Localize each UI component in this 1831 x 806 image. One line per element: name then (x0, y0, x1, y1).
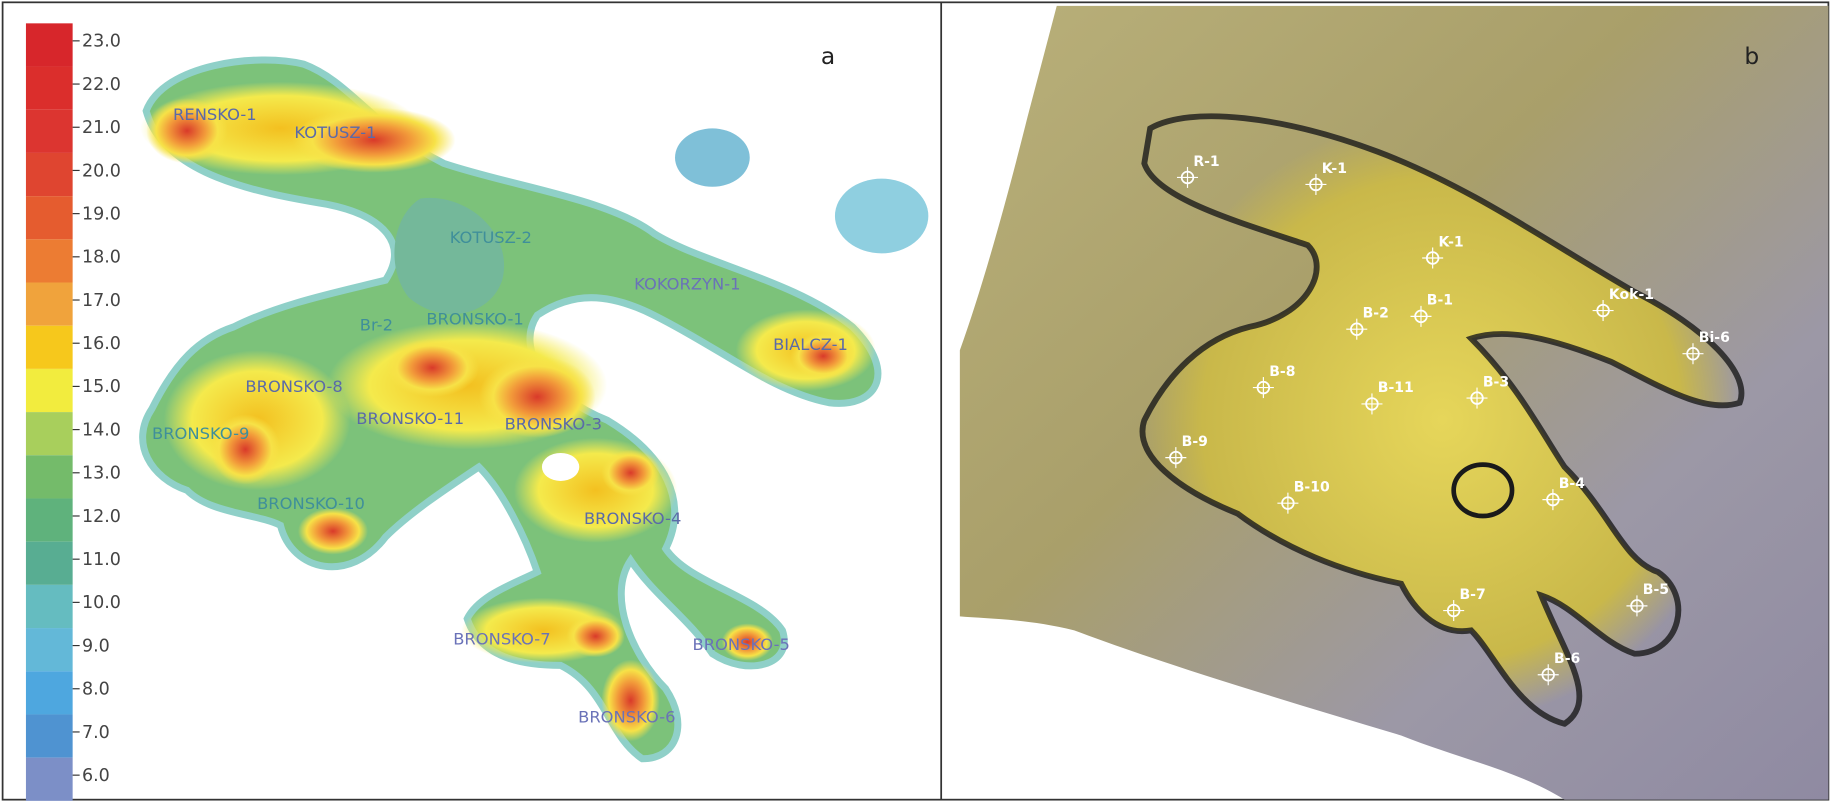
map-zone (386, 339, 479, 397)
well-label: K-1 (1322, 161, 1347, 177)
panel-label: b (1744, 42, 1759, 70)
well-label: B-10 (1294, 479, 1330, 495)
colorbar-swatch (26, 542, 73, 585)
well-label: BIALCZ-1 (773, 335, 848, 354)
colorbar-swatch (26, 283, 73, 326)
well-label: K-1 (1438, 234, 1463, 250)
well-label: B-11 (1378, 380, 1414, 396)
well-label: BRONSKO-8 (245, 377, 342, 396)
map-hole (542, 453, 579, 481)
well-label: BRONSKO-10 (257, 494, 365, 513)
map-zone (298, 508, 368, 555)
colorbar-label: 21.0 (82, 118, 121, 138)
well-label: B-7 (1460, 587, 1486, 603)
colorbar-swatch (26, 153, 73, 196)
well-label: BRONSKO-7 (453, 629, 550, 648)
colorbar-swatch (26, 23, 73, 66)
well-label: Bi-6 (1699, 330, 1730, 346)
colorbar-swatch (26, 239, 73, 282)
well-label: BRONSKO-9 (152, 424, 249, 443)
well-label: B-1 (1427, 293, 1453, 309)
colorbar-swatch (26, 455, 73, 498)
colorbar-label: 17.0 (82, 291, 121, 311)
map-zone (601, 449, 659, 496)
figure: 23.0 22.0 21.0 20.0 19.0 18.0 17.0 16.0 15.0 14.0… (0, 0, 1831, 802)
colorbar-swatch (26, 369, 73, 412)
well-label: B-8 (1269, 364, 1295, 380)
page: 23.0 22.0 21.0 20.0 19.0 18.0 17.0 16.0 15.0 14.0… (0, 0, 1831, 802)
well-label: B-3 (1483, 374, 1509, 390)
colorbar-label: 8.0 (82, 680, 110, 700)
well-label: BRONSKO-6 (578, 708, 675, 727)
well-label: BRONSKO-5 (693, 635, 790, 654)
colorbar-swatch (26, 326, 73, 369)
map-zone (675, 128, 750, 186)
well-label: KOKORZYN-1 (634, 275, 740, 294)
colorbar-swatch (26, 412, 73, 455)
colorbar-swatch (26, 67, 73, 110)
well-label: Br-2 (360, 315, 393, 334)
colorbar-label: 6.0 (82, 766, 110, 786)
well-label: B-4 (1559, 476, 1585, 492)
well-label: B-5 (1643, 582, 1669, 598)
colorbar-label: 18.0 (82, 248, 121, 268)
colorbar: 23.0 22.0 21.0 20.0 19.0 18.0 17.0 16.0 15.0 14.0… (26, 23, 121, 800)
well-label: B-6 (1554, 651, 1580, 667)
colorbar-label: 12.0 (82, 507, 121, 527)
seismic-b (960, 6, 1829, 800)
map-zone (835, 179, 928, 254)
colorbar-swatch (26, 498, 73, 541)
well-label: B-9 (1182, 434, 1208, 450)
map-a (140, 60, 928, 759)
colorbar-label: 20.0 (82, 161, 121, 181)
colorbar-label: 10.0 (82, 593, 121, 613)
colorbar-label: 15.0 (82, 377, 121, 397)
colorbar-label: 16.0 (82, 334, 121, 354)
colorbar-swatch (26, 628, 73, 671)
map-zone (601, 660, 659, 742)
well-label: KOTUSZ-2 (450, 228, 532, 247)
colorbar-swatch (26, 714, 73, 757)
colorbar-label: 7.0 (82, 723, 110, 743)
panel-label: a (821, 42, 835, 70)
colorbar-label: 14.0 (82, 420, 121, 440)
well-label: KOTUSZ-1 (294, 123, 376, 142)
well-label: BRONSKO-4 (584, 509, 681, 528)
well-label: Kok-1 (1609, 287, 1654, 303)
well-label: BRONSKO-11 (356, 409, 464, 428)
colorbar-label: 19.0 (82, 204, 121, 224)
colorbar-swatch (26, 758, 73, 801)
well-label: BRONSKO-1 (426, 310, 523, 329)
colorbar-swatch (26, 671, 73, 714)
colorbar-swatch (26, 196, 73, 239)
map-zone (566, 615, 624, 657)
colorbar-label: 9.0 (82, 636, 110, 656)
colorbar-swatch (26, 585, 73, 628)
well-label: RENSKO-1 (173, 105, 257, 124)
colorbar-label: 13.0 (82, 464, 121, 484)
well-label: B-2 (1363, 306, 1389, 322)
colorbar-swatch (26, 110, 73, 153)
well-label: BRONSKO-3 (505, 415, 602, 434)
colorbar-label: 23.0 (82, 32, 121, 52)
colorbar-label: 22.0 (82, 75, 121, 95)
well-label: R-1 (1193, 154, 1219, 170)
colorbar-label: 11.0 (82, 550, 121, 570)
